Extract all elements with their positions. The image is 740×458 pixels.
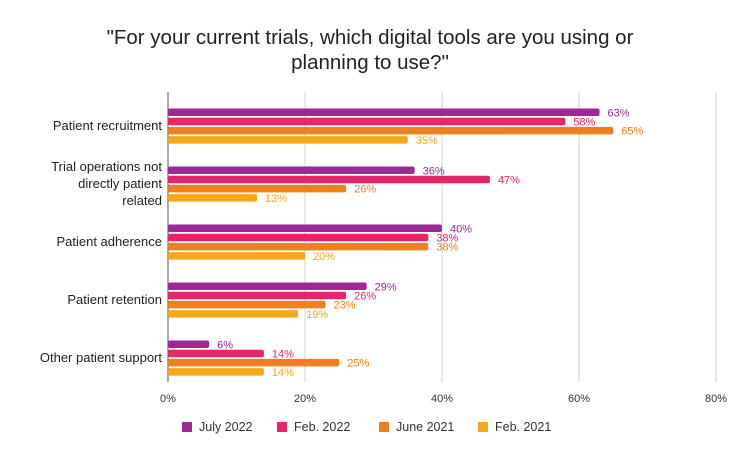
x-tick-label: 20% [294, 393, 316, 405]
data-label: 26% [354, 290, 376, 302]
data-label: 63% [608, 107, 630, 119]
chart-title-line: "For your current trials, which digital … [107, 26, 634, 49]
bar [168, 184, 347, 193]
bar [168, 242, 429, 251]
category-label: directly patient [78, 176, 162, 191]
data-label: 13% [265, 193, 287, 205]
bars: 63%58%65%35%36%47%26%13%40%38%38%20%29%2… [168, 107, 643, 379]
bar [168, 136, 408, 144]
category-label: Patient adherence [56, 234, 162, 249]
legend-swatch [277, 422, 287, 432]
category-label: Patient recruitment [53, 118, 162, 133]
bar [168, 310, 299, 318]
data-label: 14% [272, 367, 294, 379]
data-label: 26% [354, 184, 376, 196]
data-label: 35% [416, 135, 438, 147]
category-label: related [122, 193, 162, 208]
category-labels: Patient recruitment Trial operations not d… [40, 118, 163, 365]
bar [168, 126, 614, 135]
data-label: 29% [375, 281, 397, 293]
bar [168, 358, 340, 367]
chart-title-line: planning to use?" [291, 51, 449, 74]
data-label: 20% [313, 251, 335, 263]
bar [168, 349, 264, 358]
legend-swatch [478, 422, 488, 432]
bar [168, 233, 429, 242]
bar [168, 300, 326, 309]
x-tick-label: 0% [160, 393, 176, 405]
x-tick-label: 60% [568, 393, 590, 405]
bar [168, 291, 347, 300]
legend: July 2022 Feb. 2022 June 2021 Feb. 2021 [182, 420, 551, 434]
bar [168, 108, 600, 116]
data-label: 19% [306, 309, 328, 321]
bar [168, 252, 305, 260]
data-label: 23% [334, 300, 356, 312]
legend-label: Feb. 2021 [495, 420, 551, 434]
bar [168, 368, 264, 376]
bar [168, 282, 367, 290]
legend-label: July 2022 [199, 420, 253, 434]
data-label: 65% [621, 126, 643, 138]
bar [168, 340, 210, 348]
data-label: 38% [436, 232, 458, 244]
x-tick-label: 80% [705, 393, 727, 405]
bar [168, 194, 258, 202]
legend-swatch [379, 422, 389, 432]
data-label: 6% [217, 339, 233, 351]
data-label: 40% [450, 223, 472, 235]
legend-swatch [182, 422, 192, 432]
data-label: 38% [436, 242, 458, 254]
data-label: 36% [423, 165, 445, 177]
x-tick-label: 40% [431, 393, 453, 405]
bar [168, 224, 442, 232]
data-label: 58% [573, 116, 595, 128]
x-axis-ticks: 0% 20% 40% 60% 80% [160, 393, 727, 405]
bar [168, 175, 490, 184]
category-label: Other patient support [40, 350, 163, 365]
category-label: Patient retention [67, 292, 162, 307]
category-label: Trial operations not [51, 159, 162, 174]
legend-label: Feb. 2022 [294, 420, 350, 434]
data-label: 47% [498, 174, 520, 186]
chart-title: "For your current trials, which digital … [107, 26, 634, 74]
bar [168, 166, 415, 174]
data-label: 25% [347, 358, 369, 370]
legend-label: June 2021 [396, 420, 454, 434]
bar [168, 117, 566, 126]
data-label: 14% [272, 348, 294, 360]
